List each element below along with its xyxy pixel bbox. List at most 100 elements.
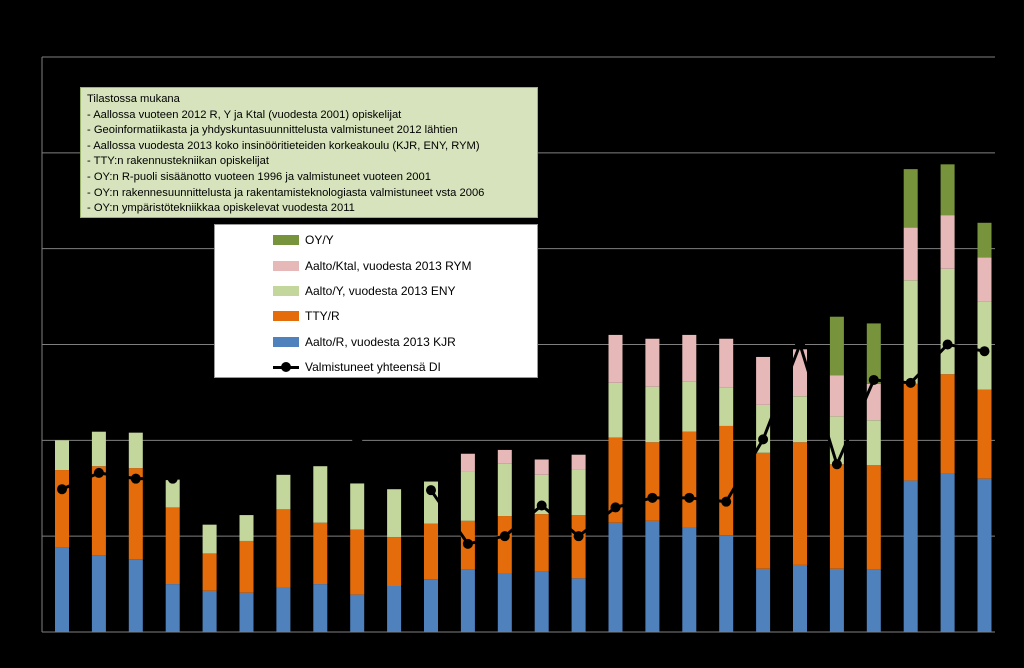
bar-segment	[866, 465, 881, 570]
legend-item-valmistuneet: Valmistuneet yhteensä DI	[273, 358, 441, 376]
bar-segment	[497, 573, 512, 632]
legend-swatch	[273, 261, 299, 271]
bar-segment	[719, 535, 734, 632]
bar-segment	[571, 515, 586, 579]
bar-segment	[903, 383, 918, 481]
bar-segment	[940, 473, 955, 632]
total-point	[352, 435, 363, 446]
bar-segment	[829, 375, 844, 417]
bar-segment	[866, 383, 881, 421]
note-line-1: - Aallossa vuoteen 2012 R, Y ja Ktal (vu…	[87, 108, 402, 121]
bar-segment	[829, 568, 844, 632]
statistics-note-box: Tilastossa mukana - Aallossa vuoteen 201…	[80, 87, 538, 218]
bar-segment	[645, 386, 660, 443]
bar-segment	[977, 478, 992, 632]
legend-item-tty-r: TTY/R	[273, 307, 340, 325]
bar-segment	[387, 489, 402, 538]
bar-segment	[239, 515, 254, 541]
legend-swatch	[273, 337, 299, 347]
bar-segment	[497, 449, 512, 464]
bar-segment	[903, 227, 918, 281]
bar-segment	[424, 523, 438, 580]
bar-segment	[91, 466, 106, 556]
bar-segment	[608, 522, 623, 632]
bar-segment	[202, 590, 217, 632]
bar-segment	[682, 527, 697, 632]
bar-segment	[903, 169, 918, 228]
bar-segment	[682, 381, 697, 432]
legend-label: Aalto/R, vuodesta 2013 KJR	[305, 335, 456, 349]
bar-segment	[829, 464, 844, 569]
legend-swatch	[273, 286, 299, 296]
bar-segment	[350, 483, 365, 530]
bar-segment	[128, 468, 143, 560]
bar-segment	[608, 382, 623, 438]
bar-segment	[756, 568, 771, 632]
bar-segment	[91, 431, 106, 467]
bar-segment	[903, 280, 918, 384]
note-line-6: - OY:n rakennesuunnittelusta ja rakentam…	[87, 186, 485, 199]
bar-segment	[940, 268, 955, 375]
bar-segment	[682, 334, 697, 382]
legend-label: OY/Y	[305, 233, 334, 247]
bar-segment	[55, 470, 69, 548]
legend-item-aalto-ktal: Aalto/Ktal, vuodesta 2013 RYM	[273, 257, 472, 275]
bar-segment	[534, 571, 549, 632]
bar-segment	[350, 529, 365, 595]
bar-segment	[460, 569, 475, 632]
bar-segment	[387, 586, 402, 632]
bar-segment	[202, 553, 217, 591]
bar-segment	[719, 338, 734, 388]
bar-segment	[571, 454, 586, 470]
note-line-7: - OY:n ympäristötekniikkaa opiskelevat v…	[87, 202, 355, 215]
total-line	[61, 471, 173, 491]
legend-swatch	[273, 235, 299, 245]
bar-segment	[793, 349, 807, 397]
bar-segment	[682, 431, 697, 528]
total-line	[429, 339, 985, 546]
bar-segment	[866, 420, 881, 466]
note-line-2: - Geoinformatiikasta ja yhdyskuntasuunni…	[87, 124, 458, 137]
bar-segment	[940, 374, 955, 474]
bar-segment	[534, 514, 549, 572]
bar-segment	[128, 559, 143, 632]
bar-segment	[460, 453, 475, 472]
bar-segment	[55, 547, 69, 632]
bar-segment	[165, 479, 180, 508]
bar-segment	[128, 432, 143, 469]
bar-segment	[977, 222, 992, 258]
bar-segment	[497, 516, 512, 574]
legend-line-marker	[273, 361, 299, 373]
bar-segment	[350, 594, 365, 632]
bar-segment	[460, 471, 475, 521]
bar-segment	[940, 215, 955, 269]
legend-item-aalto-y: Aalto/Y, vuodesta 2013 ENY	[273, 282, 456, 300]
bar-segment	[276, 474, 291, 510]
bar-segment	[903, 480, 918, 632]
bar-segment	[91, 555, 106, 632]
bar-segment	[276, 587, 291, 632]
bar-segment	[165, 584, 180, 632]
legend-label: Aalto/Ktal, vuodesta 2013 RYM	[305, 259, 472, 273]
bar-segment	[977, 257, 992, 302]
bar-segment	[55, 440, 69, 471]
bar-segment	[719, 425, 734, 536]
bar-segment	[977, 301, 992, 390]
bar-segment	[866, 323, 881, 384]
note-line-5: - OY:n R-puoli sisäänotto vuoteen 1996 j…	[87, 170, 431, 183]
bar-segment	[608, 437, 623, 523]
bar-segment	[793, 564, 807, 632]
bar-segment	[313, 584, 328, 632]
bar-segment	[977, 389, 992, 479]
bar-segment	[645, 520, 660, 632]
bar-segment	[608, 334, 623, 383]
chart-legend: OY/Y Aalto/Ktal, vuodesta 2013 RYM Aalto…	[214, 224, 538, 378]
bar-segment	[866, 569, 881, 632]
legend-label: Valmistuneet yhteensä DI	[305, 360, 441, 374]
bar-segment	[313, 466, 328, 523]
note-line-4: - TTY:n rakennustekniikan opiskelijat	[87, 155, 269, 168]
bar-segment	[387, 537, 402, 586]
bar-segment	[239, 592, 254, 632]
bar-segment	[829, 316, 844, 376]
